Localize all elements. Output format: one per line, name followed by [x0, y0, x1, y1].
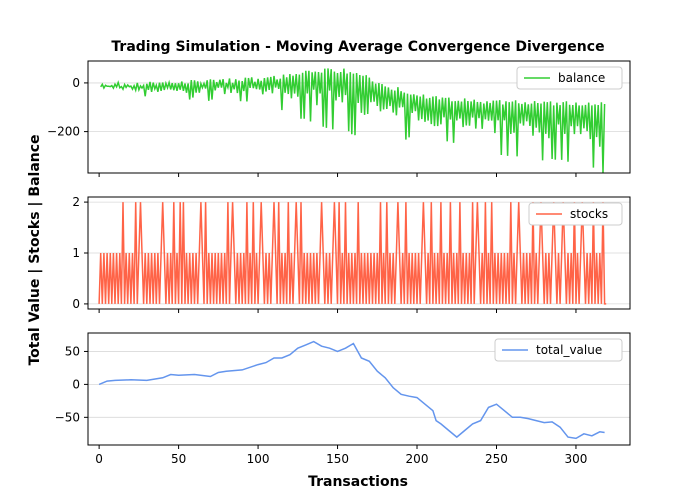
legend-label: balance [558, 71, 605, 85]
panel-stocks: 0 1 2 stocks [72, 195, 631, 313]
x-axis-title: Transactions [308, 474, 408, 490]
axes-frame [87, 60, 631, 174]
y-tick-label: 2 [72, 195, 80, 209]
x-tick-label: 300 [565, 452, 588, 466]
x-tick-label: 100 [247, 452, 270, 466]
y-tick-label: 0 [72, 76, 80, 90]
y-tick-label: −50 [55, 410, 80, 424]
x-tick-label: 250 [485, 452, 508, 466]
panels-group: 0 −200 balance 0 1 2 stocks 50 0 −50 0 50 100 150 200 2… [47, 60, 631, 466]
chart-title: Trading Simulation - Moving Average Conv… [111, 39, 604, 55]
y-tick-label: 50 [65, 344, 80, 358]
x-tick-label: 150 [326, 452, 349, 466]
x-tick-label: 50 [171, 452, 186, 466]
y-tick-label: −200 [47, 125, 80, 139]
legend-box [516, 66, 623, 90]
legend-box [528, 202, 623, 226]
legend-label: total_value [536, 343, 602, 357]
x-tick-label: 200 [406, 452, 429, 466]
axes-frame [87, 196, 631, 310]
axes-frame [87, 332, 631, 446]
y-tick-label: 0 [72, 297, 80, 311]
y-tick-label: 1 [72, 246, 80, 260]
series-line-balance [100, 68, 606, 173]
legend-label: stocks [570, 207, 608, 221]
panel-total_value: 50 0 −50 0 50 100 150 200 250 300 total_value [55, 332, 631, 466]
series-line-total_value [98, 340, 605, 440]
y-tick-label: 0 [72, 377, 80, 391]
legend-box [494, 338, 623, 362]
x-tick-label: 0 [95, 452, 103, 466]
series-line-stocks [98, 202, 607, 305]
y-axis-title: Total Value | Stocks | Balance [27, 134, 43, 365]
panel-balance: 0 −200 balance [47, 60, 631, 177]
